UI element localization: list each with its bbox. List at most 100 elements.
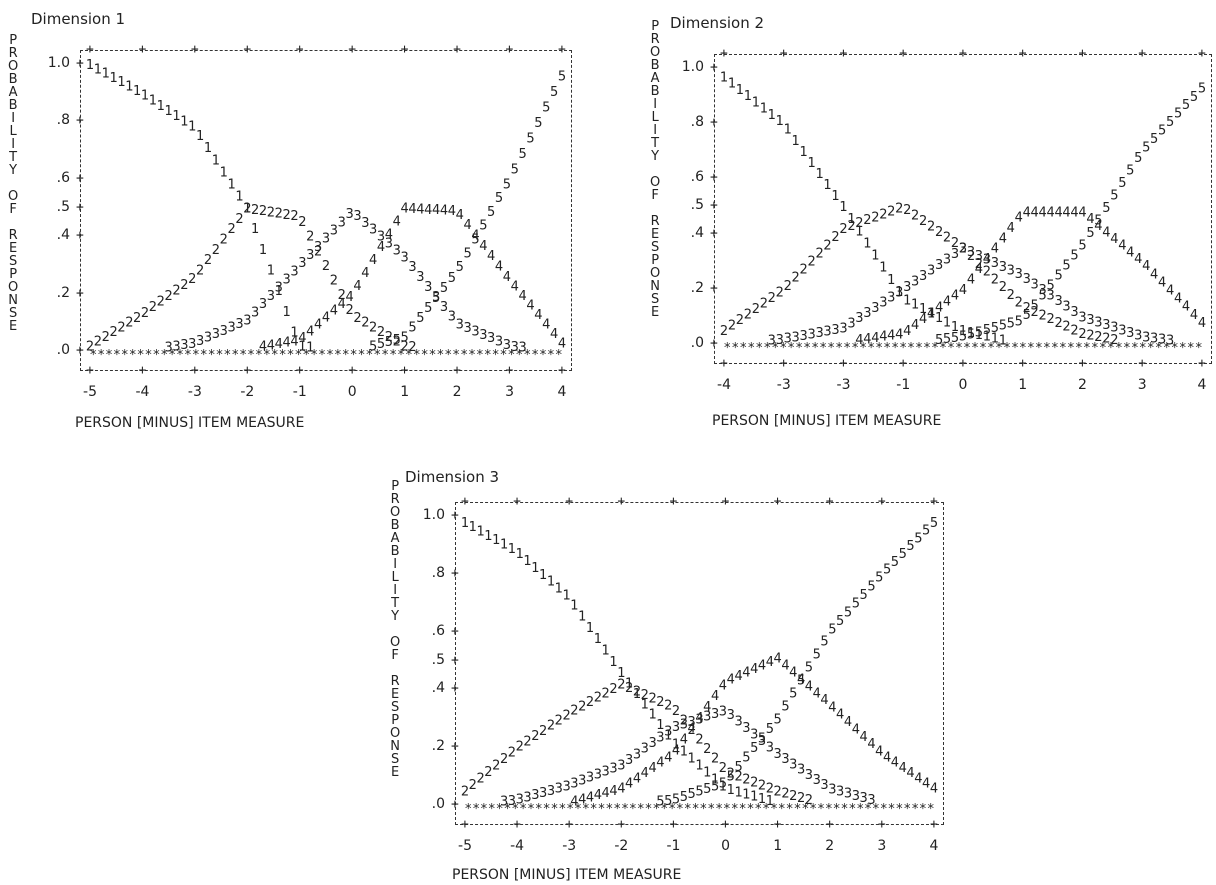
y-axis-letter: B <box>390 544 400 559</box>
data-point: 3 <box>617 759 625 774</box>
data-point: 2 <box>149 300 157 315</box>
data-point: 1 <box>742 787 750 802</box>
y-tick-label: .5 <box>690 197 704 213</box>
data-point: 4 <box>578 792 586 807</box>
data-point: 3 <box>586 771 594 786</box>
data-point: 2 <box>648 691 656 706</box>
data-point: 5 <box>1086 226 1094 241</box>
data-point: 3 <box>951 247 959 262</box>
data-point: 1 <box>719 779 727 794</box>
data-point: 3 <box>999 260 1007 275</box>
data-point: 3 <box>1166 334 1174 349</box>
data-point: 5 <box>983 323 991 338</box>
data-point: 1 <box>975 328 983 343</box>
data-point: 2 <box>943 230 951 245</box>
data-point: 5 <box>1046 278 1054 293</box>
data-point: 1 <box>117 75 125 90</box>
y-axis-letter: F <box>9 202 17 217</box>
data-point: 1 <box>720 70 728 85</box>
data-point: 1 <box>744 89 752 104</box>
data-point: 5 <box>1174 107 1182 122</box>
data-point: 2 <box>594 691 602 706</box>
y-axis-letter: B <box>650 84 660 99</box>
data-point: 1 <box>133 84 141 99</box>
x-tick-mark: + <box>400 42 409 57</box>
data-point: 5 <box>534 116 542 131</box>
data-point: 5 <box>1134 151 1142 166</box>
data-point: 5 <box>774 712 782 727</box>
data-point: 1 <box>94 62 102 77</box>
data-point: 4 <box>903 324 911 339</box>
data-point: 4 <box>393 214 401 229</box>
data-point: 3 <box>750 727 758 742</box>
plot-frame <box>80 50 572 371</box>
y-axis-letter: I <box>11 111 16 126</box>
data-point: 1 <box>578 610 586 625</box>
data-point: 2 <box>805 793 813 808</box>
data-point: 3 <box>758 734 766 749</box>
data-point: 4 <box>306 324 314 339</box>
data-point: 3 <box>1118 323 1126 338</box>
data-point: 2 <box>758 778 766 793</box>
data-point: 3 <box>823 324 831 339</box>
data-point: 5 <box>781 699 789 714</box>
data-point: 4 <box>345 290 353 305</box>
data-point: 3 <box>259 297 267 312</box>
data-point: 1 <box>800 145 808 160</box>
data-point: 1 <box>531 561 539 576</box>
data-point: 5 <box>656 795 664 810</box>
data-point: 2 <box>633 685 641 700</box>
data-point: 2 <box>259 204 267 219</box>
data-point: 1 <box>235 189 243 204</box>
data-point: 2 <box>125 316 133 331</box>
y-tick-mark: + <box>76 285 84 301</box>
data-point: 2 <box>484 765 492 780</box>
y-axis-letter: I <box>653 123 658 138</box>
data-point: 3 <box>1007 263 1015 278</box>
data-point: 5 <box>1158 124 1166 139</box>
data-point: 3 <box>275 281 283 296</box>
data-point: 3 <box>471 324 479 339</box>
x-tick-label: 0 <box>958 377 968 393</box>
y-axis-letter: Y <box>9 163 18 178</box>
data-point: 1 <box>807 156 815 171</box>
data-point: 2 <box>1046 312 1054 327</box>
data-point: 3 <box>456 317 464 332</box>
data-point: 5 <box>1015 314 1023 329</box>
data-point: 3 <box>385 237 393 252</box>
data-point: 5 <box>1190 90 1198 105</box>
data-point: 1 <box>243 202 251 217</box>
data-point: 3 <box>516 792 524 807</box>
data-point: 2 <box>290 209 298 224</box>
x-tick-mark: + <box>565 494 574 509</box>
y-tick-mark: + <box>76 56 84 71</box>
data-point: 4 <box>1110 232 1118 247</box>
data-point: 4 <box>487 249 495 264</box>
data-point: 4 <box>416 202 424 217</box>
y-axis-letter: A <box>8 85 18 100</box>
x-tick-mark: + <box>617 817 626 832</box>
data-point: 5 <box>828 623 836 638</box>
data-point: 3 <box>919 269 927 284</box>
data-point: 2 <box>863 213 871 228</box>
data-point: 1 <box>625 676 633 691</box>
data-point: 3 <box>695 712 703 727</box>
x-tick-mark: + <box>617 494 626 509</box>
data-point: 4 <box>758 659 766 674</box>
y-tick-mark: + <box>76 170 84 186</box>
data-point: 3 <box>609 762 617 777</box>
data-point: 1 <box>594 632 602 647</box>
data-point: 4 <box>1086 212 1094 227</box>
data-point: 2 <box>345 303 353 318</box>
data-point: 3 <box>855 311 863 326</box>
data-point: 3 <box>656 730 664 745</box>
data-point: 4 <box>479 239 487 254</box>
data-point: 1 <box>823 178 831 193</box>
y-tick-label: .8 <box>431 564 445 581</box>
data-point: 5 <box>860 588 868 603</box>
x-tick-label: 1 <box>400 384 410 400</box>
data-point: 5 <box>503 177 511 192</box>
data-point: 1 <box>500 537 508 552</box>
x-tick-label: -3 <box>836 377 851 393</box>
